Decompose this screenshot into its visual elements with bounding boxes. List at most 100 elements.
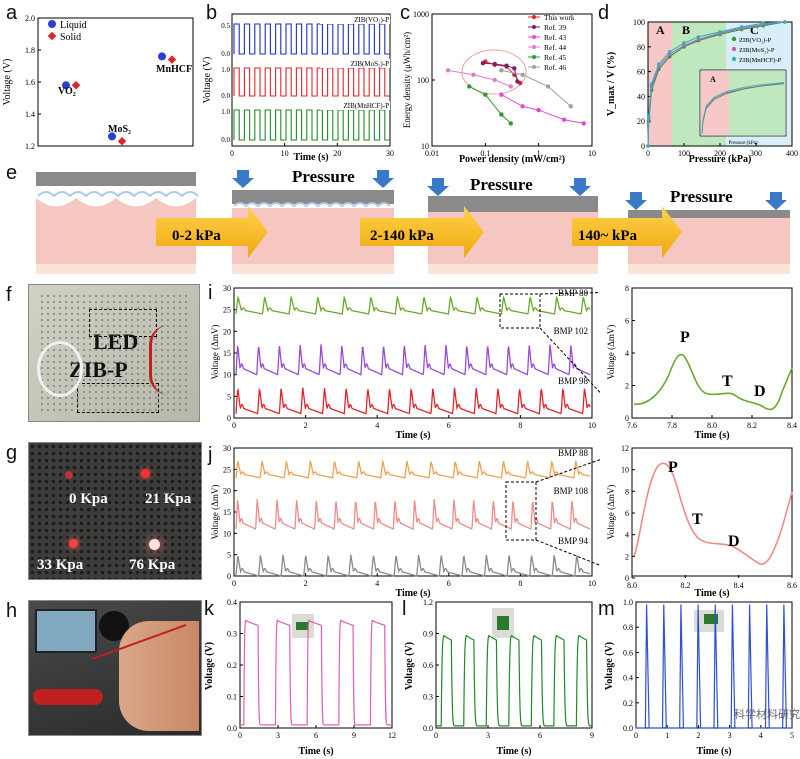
y-tick-label: 0.5 <box>221 22 230 30</box>
y-tick-label: 5 <box>227 392 231 401</box>
legend-marker <box>532 25 536 29</box>
series-line <box>447 69 511 87</box>
data-point <box>520 72 525 77</box>
panel-label-l: l <box>402 598 407 620</box>
data-point <box>646 144 650 148</box>
legend-label: Ref. 39 <box>544 23 566 32</box>
electrode-3 <box>428 196 598 212</box>
x-tick-label: 0 <box>434 731 438 740</box>
y-tick-label: 10 <box>223 371 231 380</box>
x-tick-label: 7.8 <box>667 421 677 430</box>
data-point <box>657 62 661 66</box>
x-tick-label: 8.4 <box>787 421 797 430</box>
pressure-arrow-icon <box>765 192 787 210</box>
y-tick-label: 0.0 <box>623 724 633 733</box>
pressure-arrow-icon <box>427 178 449 196</box>
series-line <box>235 459 591 479</box>
liquid-point <box>62 81 70 90</box>
y-tick-label: 1.4 <box>25 110 35 119</box>
panel-label-h: h <box>6 600 18 622</box>
y-tick-label: 0.0 <box>221 136 230 144</box>
legend-marker <box>532 65 536 69</box>
y-tick-label: 0 <box>227 572 231 581</box>
x-tick-label: 4 <box>375 421 379 430</box>
board-holes <box>29 443 201 579</box>
stage-arrow-1-label: 0-2 kPa <box>172 228 221 244</box>
photo-led-circuit: LED ZIB-P <box>28 284 200 422</box>
bmp-label: BMP 102 <box>554 326 588 336</box>
chart-d: A B C V_max / V (%) Pressure (kPa) 0 100 2… <box>606 18 798 165</box>
data-point <box>508 84 513 89</box>
y-tick-label: 2 <box>625 382 629 391</box>
panel-label-i: i <box>208 282 213 304</box>
bmp-label: BMP 108 <box>554 486 589 496</box>
x-tick-label: 20 <box>333 149 341 158</box>
series-line <box>501 69 572 107</box>
peak-p-label: P <box>668 459 678 476</box>
base-3 <box>428 264 598 274</box>
chart-j: Voltage (ΔmV) Time (s) 0 2 4 6 8 10 0 5 10 15 20 25… <box>210 444 600 599</box>
y-tick-label: 12 <box>621 444 629 453</box>
data-point <box>445 68 451 73</box>
electrode-4 <box>628 210 790 218</box>
y-tick-label: 2.0 <box>25 14 35 23</box>
x-tick-label: 6 <box>538 731 542 740</box>
zoom-line <box>539 292 600 295</box>
glove-icon <box>296 622 308 630</box>
x-tick-label: 3 <box>276 731 280 740</box>
base-1 <box>36 264 196 274</box>
y-axis-label: Voltage (V) <box>404 642 415 690</box>
bmp-label: BMP 88 <box>558 448 588 458</box>
data-point <box>471 72 476 77</box>
y-tick-label: 20 <box>637 117 645 126</box>
zoom-curve <box>633 462 793 565</box>
chart-j-zoom: Voltage (ΔmV) Time (s) 8.0 8.2 8.4 8.6 0 2 4 6 8… <box>606 444 797 599</box>
series-line <box>235 295 591 315</box>
y-tick-label: 1000 <box>413 10 429 19</box>
series-label-bg <box>320 15 390 24</box>
inset-region-a <box>701 71 729 135</box>
led-76-icon <box>149 539 160 550</box>
x-tick-label: 30 <box>386 149 394 158</box>
zoom-box <box>505 481 537 541</box>
x-tick-label: 300 <box>750 149 762 158</box>
data-point <box>581 121 586 126</box>
y-tick-label: 1.2 <box>423 598 433 607</box>
y-tick-label: 0.6 <box>623 648 633 657</box>
inset-x-label: Pressure (kPa) <box>728 141 757 146</box>
legend-marker <box>532 35 536 39</box>
x-tick-label: 0.1 <box>480 149 490 158</box>
x-tick-label: 0 <box>232 421 236 430</box>
legend-liquid-marker <box>48 20 56 28</box>
series-line <box>235 499 591 531</box>
x-axis-label: Time (s) <box>293 152 328 162</box>
panel-label-c: c <box>400 2 410 24</box>
stage-arrow-1 <box>156 206 268 258</box>
data-point <box>504 63 509 68</box>
y-tick-label: 4 <box>625 349 629 358</box>
led-box <box>89 309 157 337</box>
wire-red <box>149 325 192 395</box>
x-tick-label: 6 <box>447 421 451 430</box>
pressure-arrow-icon <box>372 170 394 188</box>
legend-label: ZIB(MnHCF)-P <box>739 57 782 64</box>
y-tick-label: 4 <box>625 531 629 540</box>
panel-label-j: j <box>208 444 213 466</box>
liquid-point <box>108 132 116 141</box>
y-tick-label: 0 <box>625 414 629 423</box>
region-c-label: C <box>750 23 759 37</box>
y-tick-label: 0.0 <box>423 724 433 733</box>
series-label: ZIB(MoS₂)-P <box>351 60 389 68</box>
highlight-ellipse <box>461 49 527 95</box>
x-axis-label: Time (s) <box>298 746 333 757</box>
y-tick-label: 10 <box>421 142 429 151</box>
panel-label-b: b <box>206 2 218 24</box>
y-tick-label: 0.2 <box>227 661 237 670</box>
pressure-label-3: Pressure <box>670 187 733 206</box>
data-point <box>467 84 472 89</box>
data-point <box>718 30 722 34</box>
data-point <box>682 43 686 48</box>
series-line <box>436 635 592 727</box>
series-line <box>636 604 792 729</box>
panel-label-k: k <box>204 598 214 620</box>
